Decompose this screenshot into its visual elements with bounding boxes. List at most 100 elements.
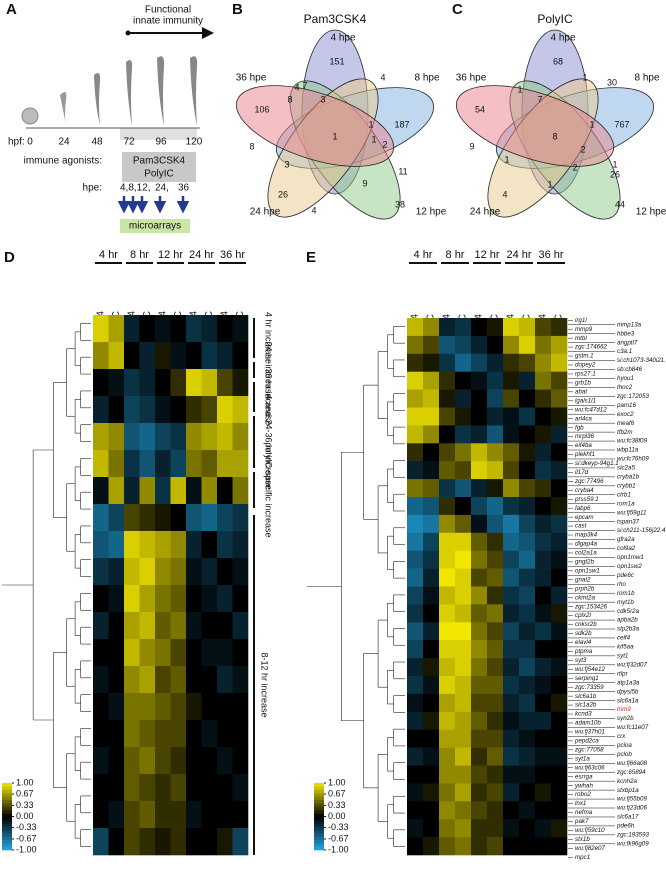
hpf-tick: 0	[27, 137, 33, 148]
heat-cell	[471, 586, 488, 605]
gene-label: pam16	[616, 402, 636, 409]
heat-cell	[551, 747, 568, 766]
hpf-tick: 120	[186, 137, 203, 148]
venn-count: 2	[580, 144, 585, 154]
heat-cell	[551, 389, 568, 408]
heat-cell	[471, 514, 488, 534]
heat-cell	[186, 315, 202, 343]
heat-cell	[186, 396, 202, 424]
scale-label: 1.00	[328, 777, 346, 787]
scale-swatch	[314, 789, 324, 794]
heat-cell	[423, 640, 440, 659]
heat-cell	[455, 729, 472, 748]
heat-cell	[217, 315, 233, 343]
gene-label: fabp6	[575, 505, 591, 512]
heat-cell	[186, 774, 202, 802]
heat-cell	[535, 586, 552, 605]
heat-cell	[439, 801, 456, 820]
heat-cell	[93, 450, 109, 478]
heat-cell	[217, 342, 233, 370]
heat-cell	[551, 335, 568, 355]
heat-cell	[108, 612, 125, 640]
gene-label: pde6h	[616, 823, 635, 830]
heat-cell	[93, 423, 109, 451]
heat-cell	[423, 783, 440, 802]
heat-cell	[201, 396, 218, 424]
heat-cell	[535, 353, 552, 372]
heat-cell	[439, 407, 456, 426]
heat-cell	[124, 423, 140, 451]
heat-cell	[535, 550, 552, 569]
heat-cell	[487, 765, 504, 784]
heat-cell	[201, 747, 218, 775]
heat-cell	[201, 450, 218, 478]
hpf-label: hpf:	[8, 137, 25, 148]
heat-cell	[487, 371, 504, 390]
heat-cell	[170, 477, 187, 505]
heat-cell	[503, 676, 520, 695]
heat-cell	[535, 747, 552, 766]
gene-label: syn2b	[617, 715, 634, 722]
heat-cell	[471, 604, 488, 623]
heat-cell	[124, 558, 140, 586]
heat-cell	[519, 622, 536, 641]
heat-cell	[471, 819, 488, 838]
heat-cell	[108, 666, 125, 694]
heat-cell	[155, 558, 171, 586]
gene-label: si:ch1073-340i21.3	[617, 357, 666, 364]
heat-cell	[487, 443, 504, 462]
time-header: 36 hr	[538, 249, 563, 261]
heat-cell	[155, 774, 171, 802]
gene-label: syt1a	[575, 755, 590, 762]
heat-cell	[551, 407, 568, 426]
venn-count: 4	[294, 82, 299, 92]
scale-label: -0.67	[16, 833, 37, 843]
hpf-tick: 24	[58, 137, 70, 148]
heat-cell	[124, 369, 140, 397]
gene-label: tfb2m	[617, 429, 632, 436]
heat-cell	[155, 720, 171, 748]
arrow-start	[125, 30, 131, 36]
heat-cell	[93, 720, 109, 748]
heat-cell	[201, 558, 218, 586]
heat-cell	[217, 693, 233, 721]
heat-cell	[439, 353, 456, 372]
gene-label: dlgap4a	[575, 541, 598, 548]
heat-cell	[455, 443, 472, 462]
heat-cell	[439, 335, 456, 355]
heat-cell	[232, 774, 249, 802]
heat-cell	[519, 568, 536, 587]
scale-swatch	[2, 836, 12, 841]
heat-cell	[93, 693, 109, 721]
heat-cell	[519, 371, 536, 390]
heat-cell	[217, 531, 233, 559]
venn-count: 3	[320, 94, 325, 104]
heat-cell	[535, 443, 552, 462]
heat-cell	[455, 783, 472, 802]
heat-cell	[439, 783, 456, 802]
venn-count: 106	[254, 104, 269, 114]
heat-cell	[170, 612, 187, 640]
scale-swatch	[314, 819, 324, 824]
heat-cell	[471, 729, 488, 748]
heat-cell	[455, 640, 472, 659]
gene-label: zgc:73359	[574, 684, 604, 691]
heat-cell	[519, 711, 536, 730]
time-header: 4 hr	[414, 249, 433, 261]
heat-cell	[519, 837, 536, 856]
heat-cell	[407, 318, 424, 337]
venn-title: Pam3CSK4	[304, 12, 367, 26]
gene-label: nefma	[575, 809, 593, 816]
heat-cell	[487, 801, 504, 820]
heat-cell	[471, 443, 488, 462]
heat-cell	[439, 497, 456, 516]
heat-cell	[93, 504, 109, 532]
gene-label: serping1	[575, 675, 599, 682]
heat-cell	[124, 774, 140, 802]
heat-cell	[519, 783, 536, 802]
heat-cell	[439, 443, 456, 462]
heat-cell	[423, 586, 440, 605]
gene-label: rps27.1	[575, 371, 596, 378]
heat-cell	[217, 801, 233, 829]
heat-cell	[439, 479, 456, 498]
